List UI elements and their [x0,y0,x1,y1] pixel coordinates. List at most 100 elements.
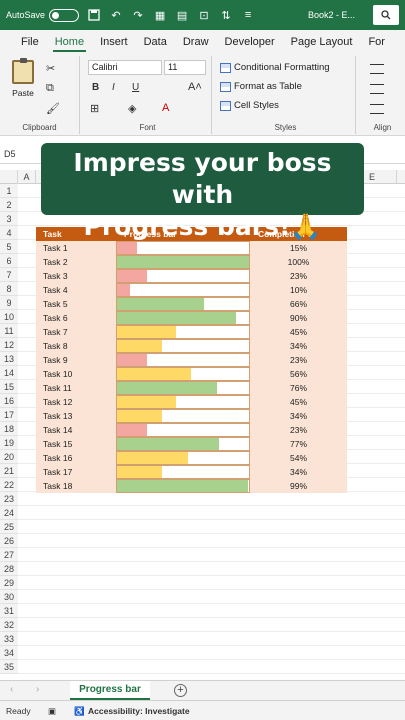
row-header[interactable]: 23 [0,492,18,506]
progress-bar-cell[interactable] [116,297,250,311]
row-header[interactable]: 11 [0,324,18,338]
task-cell[interactable]: Task 16 [43,453,73,463]
paste-button[interactable]: Paste [8,58,38,108]
tab-insert[interactable]: Insert [100,36,128,48]
progress-bar-header[interactable]: Progress bar [124,229,177,239]
task-cell[interactable]: Task 7 [43,327,68,337]
completion-cell[interactable]: 77% [289,439,307,449]
sheet-tab-progress-bar[interactable]: Progress bar [70,681,150,700]
fill-color-icon[interactable]: ◈ [128,103,137,115]
progress-bar-cell[interactable] [116,269,250,283]
borders-icon[interactable]: ⊞ [90,103,100,115]
tab-developer[interactable]: Developer [224,36,275,48]
accessibility-icon[interactable]: ♿ [74,706,85,716]
progress-bar-cell[interactable] [116,353,250,367]
row-header[interactable]: 14 [0,366,18,380]
customize-icon[interactable]: ≡ [244,9,252,21]
task-cell[interactable]: Task 5 [43,299,68,309]
completion-cell[interactable]: 23% [289,271,307,281]
bold-button[interactable]: B [92,82,100,93]
row-header[interactable]: 25 [0,520,18,534]
progress-bar-cell[interactable] [116,367,250,381]
cut-icon[interactable]: ✂ [46,63,56,75]
increase-font-icon[interactable]: A˄ [188,81,202,93]
row-header[interactable]: 21 [0,464,18,478]
task-cell[interactable]: Task 13 [43,411,73,421]
row-header[interactable]: 17 [0,408,18,422]
add-sheet-icon[interactable]: + [174,684,187,697]
progress-bar-cell[interactable] [116,451,250,465]
progress-bar-cell[interactable] [116,465,250,479]
row-header[interactable]: 33 [0,632,18,646]
autosave-toggle[interactable] [49,8,80,22]
tab-page-layout[interactable]: Page Layout [290,36,353,48]
task-header[interactable]: Task [43,229,62,239]
completion-cell[interactable]: 100% [287,257,310,267]
progress-bar-cell[interactable] [116,479,250,493]
row-header[interactable]: 20 [0,450,18,464]
tab-formulas[interactable]: For [368,36,385,48]
row-header[interactable]: 27 [0,548,18,562]
task-cell[interactable]: Task 10 [43,369,73,379]
row-header[interactable]: 3 [0,212,18,226]
completion-cell[interactable]: 54% [289,453,307,463]
task-cell[interactable]: Task 1 [43,243,68,253]
completion-cell[interactable]: 15% [289,243,307,253]
progress-bar-cell[interactable] [116,339,250,353]
conditional-formatting-button[interactable]: Conditional Formatting [220,62,330,73]
row-header[interactable]: 5 [0,240,18,254]
completion-cell[interactable]: 23% [289,425,307,435]
progress-bar-cell[interactable] [116,325,250,339]
completion-cell[interactable]: 45% [289,397,307,407]
next-sheet-icon[interactable]: › [36,684,40,695]
row-header[interactable]: 35 [0,660,18,674]
copy-icon[interactable]: ⧉ [46,82,54,94]
row-header[interactable]: 24 [0,506,18,520]
row-header[interactable]: 19 [0,436,18,450]
row-header[interactable]: 1 [0,184,18,198]
task-cell[interactable]: Task 8 [43,341,68,351]
select-all-corner[interactable] [0,170,18,184]
sort-icon[interactable]: ⇅ [221,9,231,22]
cell-styles-button[interactable]: Cell Styles [220,100,279,111]
task-cell[interactable]: Task 11 [43,383,72,393]
underline-button[interactable]: U [132,82,140,93]
task-cell[interactable]: Task 2 [43,257,68,267]
completion-cell[interactable]: 34% [289,467,307,477]
tab-home[interactable]: Home [47,30,92,54]
autosave-control[interactable]: AutoSave [6,8,80,22]
row-header[interactable]: 9 [0,296,18,310]
progress-bar-cell[interactable] [116,255,250,269]
row-header[interactable]: 8 [0,282,18,296]
row-header[interactable]: 10 [0,310,18,324]
row-header[interactable]: 18 [0,422,18,436]
font-size-select[interactable]: 11 [164,60,206,75]
completion-cell[interactable]: 76% [289,383,307,393]
completion-cell[interactable]: 45% [289,327,307,337]
chart-icon[interactable]: ▤ [176,9,188,22]
tab-draw[interactable]: Draw [182,36,209,48]
completion-cell[interactable]: 66% [289,299,307,309]
italic-button[interactable]: I [112,82,115,93]
completion-cell[interactable]: 90% [289,313,307,323]
row-header[interactable]: 4 [0,226,18,240]
completion-cell[interactable]: 34% [289,341,307,351]
task-cell[interactable]: Task 18 [43,481,73,491]
completion-cell[interactable]: 23% [289,355,307,365]
row-header[interactable]: 30 [0,590,18,604]
row-header[interactable]: 28 [0,562,18,576]
save-icon[interactable] [87,8,101,22]
format-as-table-button[interactable]: Format as Table [220,81,302,92]
indent-icon[interactable] [370,104,384,114]
accessibility-status[interactable]: Accessibility: Investigate [88,706,190,716]
progress-bar-cell[interactable] [116,311,250,325]
progress-bar-cell[interactable] [116,395,250,409]
macro-record-icon[interactable]: ▣ [48,706,57,716]
row-header[interactable]: 2 [0,198,18,212]
row-header[interactable]: 16 [0,394,18,408]
tab-data[interactable]: Data [143,36,167,48]
row-header[interactable]: 32 [0,618,18,632]
task-cell[interactable]: Task 4 [43,285,68,295]
row-header[interactable]: 7 [0,268,18,282]
task-cell[interactable]: Task 15 [43,439,73,449]
